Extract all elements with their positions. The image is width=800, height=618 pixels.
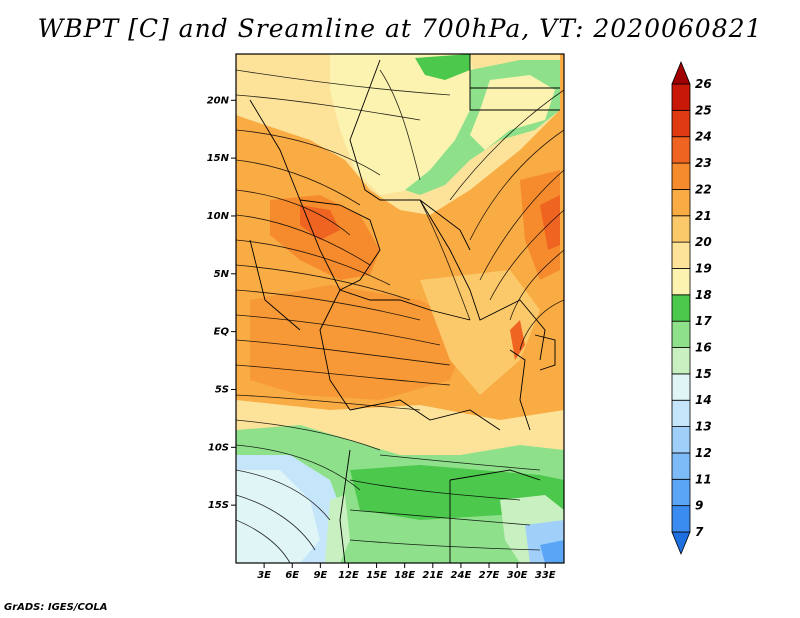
colorbar-label: 18 bbox=[695, 288, 712, 302]
colorbar-label: 9 bbox=[695, 499, 703, 513]
colorbar-swatch bbox=[671, 215, 691, 243]
colorbar-label: 20 bbox=[695, 235, 712, 249]
colorbar-label: 15 bbox=[695, 367, 712, 381]
colorbar-swatch bbox=[671, 478, 691, 507]
y-tick-label: 15N bbox=[207, 153, 230, 164]
x-tick-label: 21E bbox=[422, 570, 443, 581]
colorbar-swatch bbox=[671, 162, 691, 190]
country-borders bbox=[249, 54, 560, 563]
x-tick-label: 6E bbox=[285, 570, 299, 581]
x-tick-label: 24E bbox=[451, 570, 472, 581]
y-axis: 20N 15N 10N 5N EQ 5S 10S 15S bbox=[207, 95, 236, 511]
streamlines bbox=[236, 69, 564, 563]
colorbar-swatch bbox=[671, 60, 691, 85]
y-tick-label: EQ bbox=[214, 327, 230, 338]
x-tick-label: 9E bbox=[313, 570, 327, 581]
y-tick-label: 10N bbox=[207, 211, 230, 222]
colorbar-label: 21 bbox=[695, 209, 712, 223]
x-axis: 3E 6E 9E 12E 15E 18E 21E 24E 27E 30E 33E bbox=[257, 563, 556, 581]
y-tick-label: 20N bbox=[207, 95, 230, 106]
colorbar-swatch bbox=[671, 320, 691, 348]
colorbar-label: 22 bbox=[695, 182, 712, 196]
y-tick-label: 10S bbox=[208, 442, 229, 453]
colorbar-label: 14 bbox=[695, 393, 712, 407]
x-tick-label: 15E bbox=[366, 570, 387, 581]
x-tick-label: 12E bbox=[338, 570, 359, 581]
colorbar-swatch bbox=[671, 373, 691, 401]
colorbar-swatch bbox=[671, 399, 691, 427]
colorbar-label: 26 bbox=[695, 77, 712, 91]
colorbar-label: 25 bbox=[695, 103, 712, 117]
colorbar-label: 7 bbox=[695, 525, 704, 539]
colorbar-swatch bbox=[671, 241, 691, 269]
colorbar-swatch bbox=[671, 426, 691, 454]
colorbar-label: 16 bbox=[695, 341, 712, 355]
x-tick-label: 3E bbox=[257, 570, 271, 581]
colorbar-swatch bbox=[671, 531, 691, 556]
y-tick-label: 5N bbox=[214, 269, 230, 280]
map-frame bbox=[235, 53, 565, 564]
y-tick-label: 15S bbox=[208, 500, 229, 511]
map-field bbox=[236, 54, 564, 563]
colorbar-label: 19 bbox=[695, 261, 712, 275]
colorbar-swatch bbox=[671, 452, 691, 480]
colorbar-swatch bbox=[671, 268, 691, 296]
colorbar-swatch bbox=[671, 347, 691, 375]
colorbar-swatch bbox=[671, 505, 691, 533]
colorbar-swatch bbox=[671, 294, 691, 322]
colorbar-label: 13 bbox=[695, 420, 712, 434]
colorbar-swatch bbox=[671, 109, 691, 138]
colorbar-swatch bbox=[671, 189, 691, 217]
colorbar-label: 12 bbox=[695, 446, 712, 460]
y-tick-label: 5S bbox=[215, 384, 229, 395]
colorbar-swatch bbox=[671, 83, 691, 111]
colorbar-label: 24 bbox=[695, 130, 712, 144]
grads-credit: GrADS: IGES/COLA bbox=[4, 602, 108, 613]
colorbar-label: 17 bbox=[695, 314, 712, 328]
x-tick-label: 33E bbox=[535, 570, 556, 581]
colorbar: 7 9 11 12 13 14 15 16 17 18 19 20 21 22 23 24 25 26 bbox=[671, 60, 712, 556]
chart-title: WBPT [C] and Sreamline at 700hPa, VT: 20… bbox=[37, 14, 763, 43]
x-tick-label: 18E bbox=[394, 570, 415, 581]
x-tick-label: 30E bbox=[507, 570, 528, 581]
colorbar-swatch bbox=[671, 136, 691, 164]
colorbar-label: 11 bbox=[695, 472, 712, 486]
colorbar-label: 23 bbox=[695, 156, 712, 170]
x-tick-label: 27E bbox=[479, 570, 500, 581]
